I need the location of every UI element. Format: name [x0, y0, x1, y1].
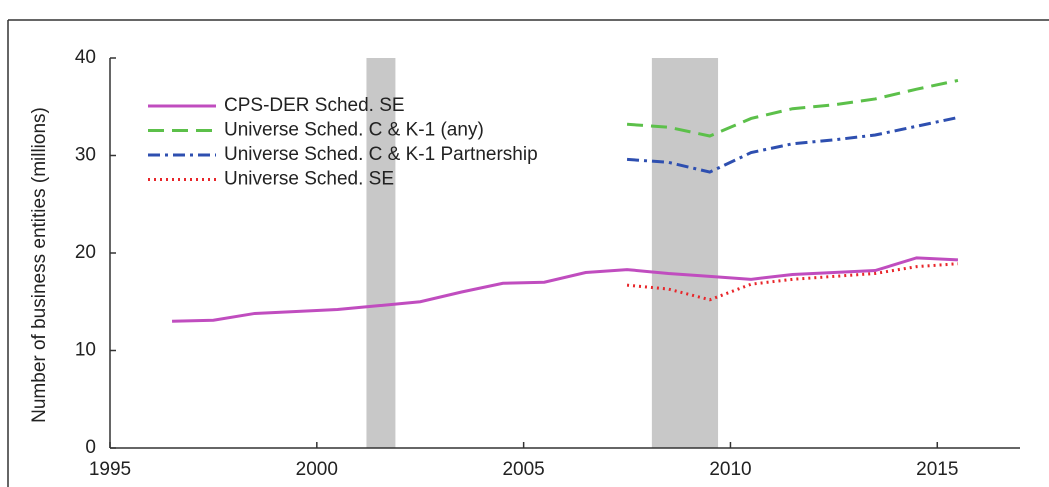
y-tick-label: 10	[75, 340, 96, 361]
y-tick-label: 20	[75, 242, 96, 263]
x-tick-label: 2000	[296, 459, 338, 480]
recession-band	[651, 58, 719, 448]
series-line	[172, 256, 959, 323]
series-line	[626, 116, 959, 174]
legend-label: Universe Sched. C & K-1 Partnership	[224, 144, 538, 165]
x-tick-label: 2015	[916, 459, 958, 480]
x-tick-label: 2010	[709, 459, 751, 480]
y-tick-label: 0	[85, 437, 96, 458]
series-line	[626, 262, 959, 302]
legend-label: Universe Sched. C & K-1 (any)	[224, 120, 484, 141]
y-tick-label: 30	[75, 145, 96, 166]
legend-label: CPS-DER Sched. SE	[224, 95, 405, 116]
series-line	[626, 78, 959, 138]
x-tick-label: 2005	[502, 459, 544, 480]
y-tick-label: 40	[75, 47, 96, 68]
legend-label: Universe Sched. SE	[224, 169, 394, 190]
y-axis-label: Number of business entities (millions)	[29, 107, 50, 423]
recession-band	[366, 58, 396, 448]
x-tick-label: 1995	[89, 459, 131, 480]
